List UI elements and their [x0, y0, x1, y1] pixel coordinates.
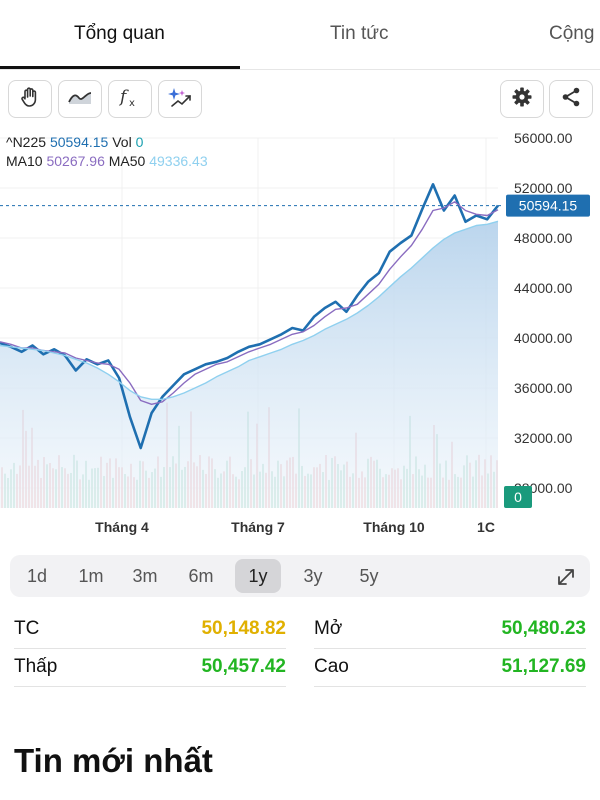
ma50-value: 49336.43: [149, 153, 208, 169]
range-1m[interactable]: 1m: [78, 566, 104, 586]
hand-icon: [18, 85, 42, 114]
volume-badge-label: 0: [514, 489, 522, 505]
stat-tc-value: 50,148.82: [201, 618, 286, 639]
last-price-tag: [506, 194, 590, 217]
stat-low-value: 50,457.42: [201, 656, 286, 677]
ma50-line: [0, 220, 499, 400]
y-tick-label: 40000.00: [514, 330, 573, 346]
ma-line: MA10 50267.96 MA50 49336.43: [6, 153, 208, 169]
tab-bar: Tổng quan Tin tức Cộng: [0, 0, 600, 70]
x-tick-label: 1C: [477, 519, 495, 535]
active-tab-indicator: [0, 66, 240, 69]
sparkle-chart-icon: [166, 85, 194, 114]
range-6m[interactable]: 6m: [188, 566, 214, 586]
y-tick-label: 36000.00: [514, 380, 573, 396]
x-tick-label: Tháng 7: [231, 519, 285, 535]
ma10-label: MA10: [6, 153, 43, 169]
range-5y[interactable]: 5y: [359, 566, 379, 586]
stat-tc-label: TC: [14, 618, 40, 639]
price-chart[interactable]: 56000.00 52000.00 48000.00 44000.00 40000.00…: [0, 120, 600, 540]
tab-overview[interactable]: Tổng quan: [74, 23, 165, 44]
price-chart-canvas[interactable]: 56000.00 52000.00 48000.00 44000.00 40000.00…: [0, 120, 600, 540]
hand-tool-button[interactable]: [8, 80, 52, 118]
stat-open-value: 50,480.23: [501, 618, 586, 639]
share-icon: [559, 85, 583, 114]
x-tick-label: Tháng 10: [363, 519, 425, 535]
y-tick-label: 56000.00: [514, 130, 573, 146]
y-tick-label: 44000.00: [514, 280, 573, 296]
stat-open-label: Mở: [314, 618, 343, 639]
range-1y[interactable]: 1y: [235, 559, 281, 593]
chart-type-button[interactable]: [58, 80, 102, 118]
divider: [14, 686, 286, 687]
y-tick-label: 48000.00: [514, 230, 573, 246]
latest-news-heading: Tin mới nhất: [14, 742, 213, 779]
divider: [314, 686, 586, 687]
range-3y[interactable]: 3y: [303, 566, 323, 586]
gear-icon: [510, 85, 534, 114]
y-tick-label: 32000.00: [514, 430, 573, 446]
ticker-price: 50594.15: [49, 134, 109, 150]
tab-news[interactable]: Tin tức: [330, 23, 389, 44]
stat-low-label: Thấp: [14, 656, 58, 677]
ma10-line: [0, 201, 499, 405]
last-price-label: 50594.15: [519, 198, 578, 214]
vol-value: 0: [135, 134, 144, 150]
range-selector: 1d 1m 3m 6m 1y 3y 5y: [10, 555, 590, 597]
ma50-label: MA50: [108, 153, 146, 169]
vol-label: Vol: [112, 134, 132, 150]
tab-community[interactable]: Cộng: [549, 23, 595, 44]
share-button[interactable]: [549, 80, 593, 118]
divider: [14, 648, 286, 649]
ma10-value: 50267.96: [46, 153, 105, 169]
divider: [314, 648, 586, 649]
price-line: [0, 183, 500, 450]
range-3m[interactable]: 3m: [132, 566, 158, 586]
fullscreen-button[interactable]: [548, 555, 584, 597]
svg-text:x: x: [129, 98, 135, 109]
volume-badge: [504, 486, 532, 508]
ticker-symbol: ^N225: [6, 134, 47, 150]
svg-text:f: f: [118, 87, 129, 107]
stat-high-label: Cao: [314, 656, 349, 677]
price-area: [0, 221, 498, 509]
stat-high-value: 51,127.69: [501, 656, 586, 677]
range-1d[interactable]: 1d: [26, 566, 48, 586]
x-tick-label: Tháng 4: [95, 519, 149, 535]
ai-analysis-button[interactable]: [158, 80, 202, 118]
wave-line-icon: [66, 85, 94, 114]
expand-icon: [555, 566, 577, 586]
y-tick-label: 52000.00: [514, 180, 573, 196]
settings-button[interactable]: [500, 80, 544, 118]
ticker-line: ^N225 50594.15 Vol 0: [6, 134, 143, 150]
